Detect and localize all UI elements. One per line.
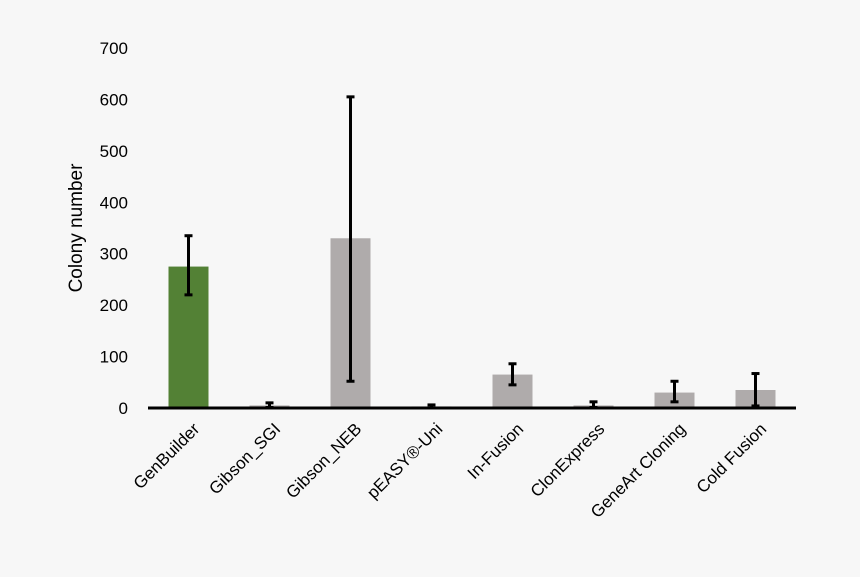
error-bars xyxy=(184,95,760,410)
x-tick-label: ClonExpress xyxy=(527,419,609,501)
x-tick-label: Gibson_SGI xyxy=(205,419,284,498)
y-tick-label: 500 xyxy=(100,142,128,161)
y-tick-label: 200 xyxy=(100,296,128,315)
x-axis-labels: GenBuilder Gibson_SGIGibson_NEBpEASY®-Uni… xyxy=(130,419,771,522)
y-tick-label: 400 xyxy=(100,193,128,212)
error-bar xyxy=(346,95,355,383)
error-bar xyxy=(508,362,517,387)
x-tick-label: GenBuilder xyxy=(130,419,204,493)
y-tick-label: 100 xyxy=(100,348,128,367)
x-tick-label: Gibson_NEB xyxy=(282,419,365,502)
x-tick-label: In-Fusion xyxy=(464,419,528,483)
y-axis-title: Colony number xyxy=(66,163,87,293)
y-tick-label: 600 xyxy=(100,90,128,109)
x-tick-label: pEASY®-Uni xyxy=(363,419,446,502)
y-tick-label: 0 xyxy=(119,399,128,418)
error-bar xyxy=(751,372,760,408)
error-bar xyxy=(184,234,193,297)
x-tick-label: Cold Fusion xyxy=(693,419,771,497)
bars xyxy=(168,238,776,408)
y-axis-ticks: 0 100 200 300 400 500 600 700 xyxy=(100,39,128,418)
y-tick-label: 300 xyxy=(100,245,128,264)
y-tick-label: 700 xyxy=(100,39,128,58)
error-bar xyxy=(670,379,679,404)
